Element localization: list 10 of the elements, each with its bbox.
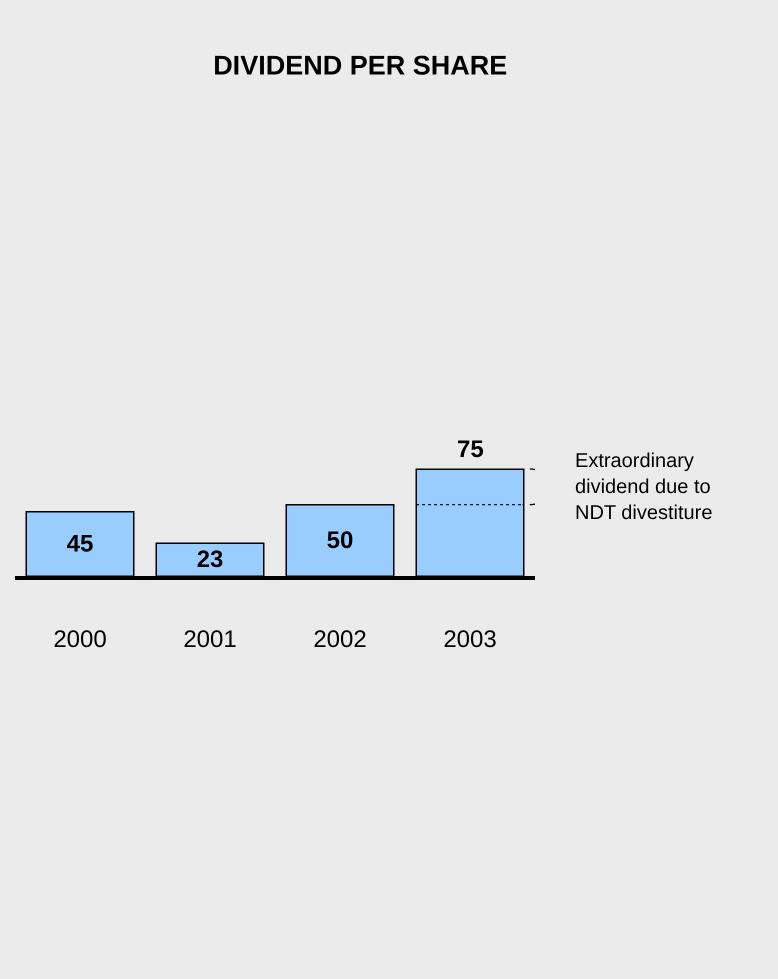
x-tick-label: 2003 [443, 626, 497, 653]
chart-title: DIVIDEND PER SHARE [213, 50, 508, 80]
data-label: 23 [196, 546, 224, 574]
x-tick-label: 2001 [183, 626, 237, 653]
total-label: 75 [457, 436, 484, 463]
x-tick-label: 2000 [53, 626, 107, 653]
text: Extraordinary dividend due to NDT divestiture [575, 450, 712, 524]
x-tick-label: 2002 [313, 626, 367, 653]
data-label: 45 [66, 530, 94, 558]
data-label: 50 [326, 526, 354, 554]
